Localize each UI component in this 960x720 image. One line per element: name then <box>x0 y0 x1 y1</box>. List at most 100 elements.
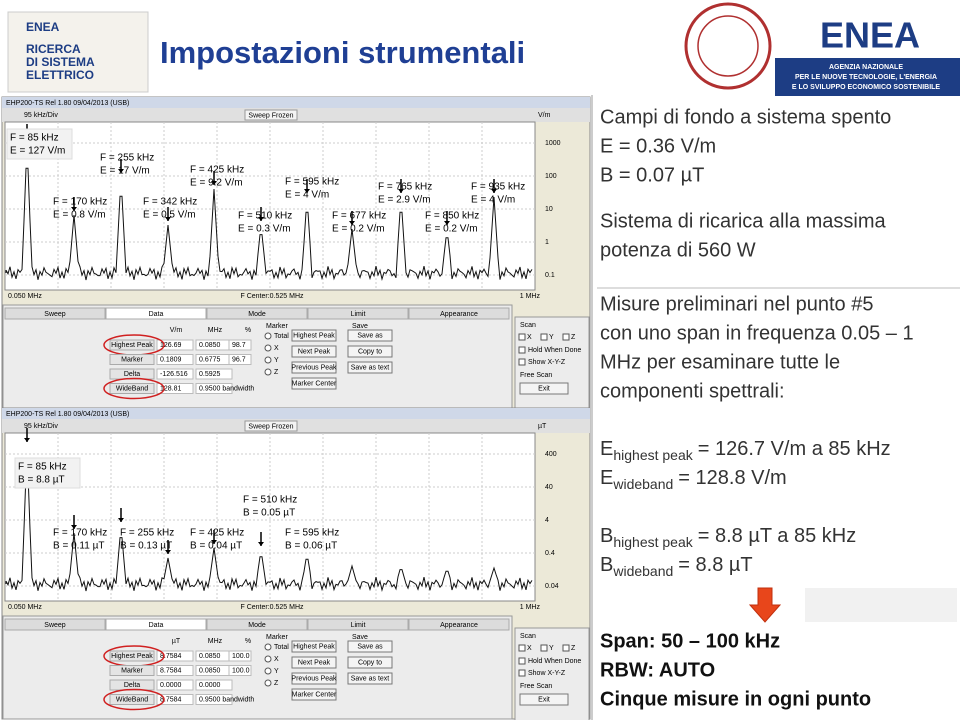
button-label[interactable]: Highest Peak <box>293 332 335 339</box>
tab-label[interactable]: Limit <box>351 311 366 318</box>
button-label[interactable]: Exit <box>538 385 550 392</box>
radio-label[interactable]: Z <box>274 369 279 376</box>
button[interactable] <box>291 656 337 669</box>
button-label[interactable]: Previous Peak <box>291 364 337 371</box>
checkbox[interactable] <box>562 644 570 652</box>
x-axis-label: 0.050 MHz <box>8 604 42 611</box>
radio-label[interactable]: Z <box>274 680 279 687</box>
radio-label[interactable]: X <box>274 656 279 663</box>
tab[interactable] <box>4 618 106 631</box>
button[interactable] <box>291 329 337 342</box>
button-label[interactable]: Save as text <box>351 364 390 371</box>
checkbox-label[interactable]: Show X-Y-Z <box>528 359 566 366</box>
left-logo-line: RICERCA <box>26 42 81 56</box>
checkbox-label[interactable]: Hold When Done <box>528 658 581 665</box>
button[interactable] <box>291 377 337 390</box>
button-label[interactable]: Marker Center <box>292 691 337 698</box>
button-label[interactable]: Copy to <box>358 348 382 355</box>
checkbox[interactable] <box>540 333 548 341</box>
button[interactable] <box>291 361 337 374</box>
tab[interactable] <box>408 618 510 631</box>
button[interactable] <box>291 345 337 358</box>
button-label[interactable]: Marker Center <box>292 380 337 387</box>
slide-title: Impostazioni strumentali <box>160 35 525 70</box>
unit-label: µT <box>538 423 547 430</box>
radio-label[interactable]: Y <box>274 668 279 675</box>
radio[interactable] <box>264 679 272 687</box>
tab[interactable] <box>105 307 207 320</box>
radio-label[interactable]: X <box>274 345 279 352</box>
scan-label: Free Scan <box>520 372 552 379</box>
checkbox-label[interactable]: X <box>527 334 532 341</box>
button[interactable] <box>347 329 393 342</box>
right-logo-line: AGENZIA NAZIONALE <box>829 64 903 71</box>
panel-text: B = 0.07 µT <box>600 164 704 186</box>
button-label[interactable]: Next Peak <box>298 659 331 666</box>
button[interactable] <box>519 693 569 706</box>
scan-label: Free Scan <box>520 683 552 690</box>
button-label[interactable]: Previous Peak <box>291 675 337 682</box>
tab-label[interactable]: Sweep <box>44 311 66 318</box>
radio[interactable] <box>264 368 272 376</box>
tab-label[interactable]: Limit <box>351 622 366 629</box>
checkbox-label[interactable]: X <box>527 645 532 652</box>
checkbox[interactable] <box>518 657 526 665</box>
tab-label[interactable]: Data <box>149 622 164 629</box>
tab-label[interactable]: Appearance <box>440 622 478 629</box>
checkbox-label[interactable]: Show X-Y-Z <box>528 670 566 677</box>
checkbox-label[interactable]: Y <box>549 334 554 341</box>
checkbox-label[interactable]: Z <box>571 334 576 341</box>
checkbox-label[interactable]: Hold When Done <box>528 347 581 354</box>
radio-label[interactable]: Y <box>274 357 279 364</box>
radio[interactable] <box>264 655 272 663</box>
tab[interactable] <box>206 618 308 631</box>
button[interactable] <box>347 640 393 653</box>
tab[interactable] <box>206 307 308 320</box>
table-header: MHz <box>208 638 223 645</box>
button-label[interactable]: Exit <box>538 696 550 703</box>
radio-label[interactable]: Total <box>274 644 289 651</box>
checkbox[interactable] <box>540 644 548 652</box>
tab-label[interactable]: Sweep <box>44 622 66 629</box>
button[interactable] <box>291 640 337 653</box>
button[interactable] <box>347 656 393 669</box>
tab-label[interactable]: Appearance <box>440 311 478 318</box>
button[interactable] <box>347 345 393 358</box>
checkbox[interactable] <box>518 333 526 341</box>
tab-label[interactable]: Mode <box>248 311 266 318</box>
button[interactable] <box>291 688 337 701</box>
panel-text: Misure preliminari nel punto #5 <box>600 293 873 315</box>
checkbox[interactable] <box>518 346 526 354</box>
tab[interactable] <box>4 307 106 320</box>
checkbox[interactable] <box>518 669 526 677</box>
radio-label[interactable]: Total <box>274 333 289 340</box>
checkbox-label[interactable]: Z <box>571 645 576 652</box>
button[interactable] <box>347 672 393 685</box>
button[interactable] <box>291 672 337 685</box>
button-label[interactable]: Save as <box>357 332 383 339</box>
radio[interactable] <box>264 667 272 675</box>
tab[interactable] <box>105 618 207 631</box>
tab[interactable] <box>307 618 409 631</box>
button[interactable] <box>519 382 569 395</box>
radio[interactable] <box>264 344 272 352</box>
peak-annotation: F = 510 kHz <box>238 211 292 222</box>
radio[interactable] <box>264 356 272 364</box>
button[interactable] <box>347 361 393 374</box>
tab[interactable] <box>307 307 409 320</box>
tab-label[interactable]: Data <box>149 311 164 318</box>
button-label[interactable]: Copy to <box>358 659 382 666</box>
value-box <box>156 694 194 705</box>
radio[interactable] <box>264 643 272 651</box>
checkbox[interactable] <box>562 333 570 341</box>
checkbox[interactable] <box>518 358 526 366</box>
button-label[interactable]: Save as <box>357 643 383 650</box>
button-label[interactable]: Save as text <box>351 675 390 682</box>
checkbox-label[interactable]: Y <box>549 645 554 652</box>
button-label[interactable]: Highest Peak <box>293 643 335 650</box>
tab-label[interactable]: Mode <box>248 622 266 629</box>
checkbox[interactable] <box>518 644 526 652</box>
button-label[interactable]: Next Peak <box>298 348 331 355</box>
radio[interactable] <box>264 332 272 340</box>
tab[interactable] <box>408 307 510 320</box>
